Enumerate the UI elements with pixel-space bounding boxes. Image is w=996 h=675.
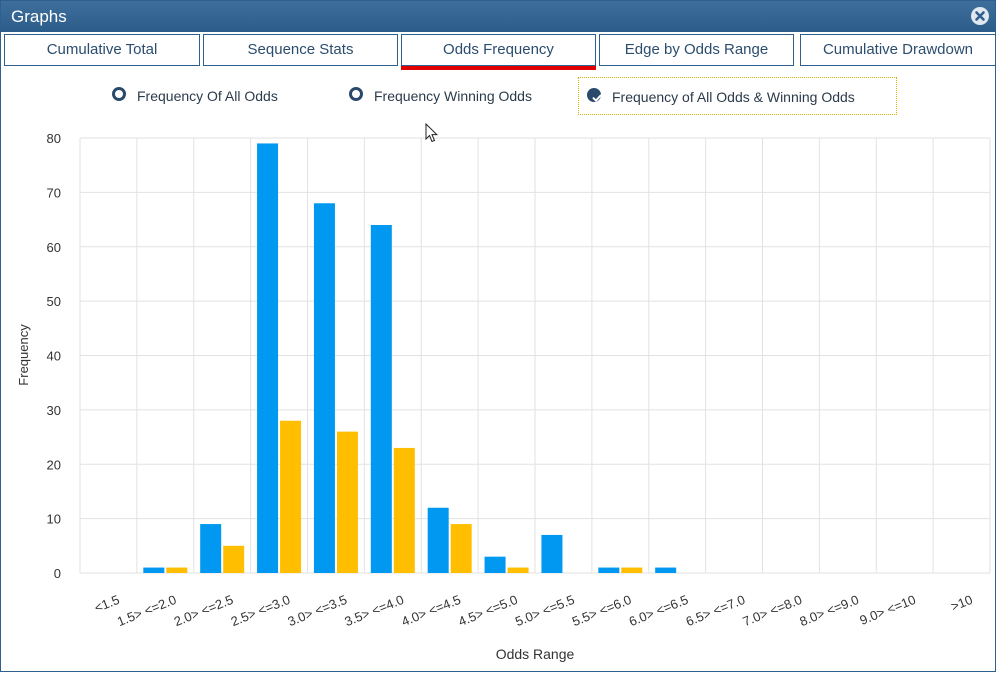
bar-series2[interactable] xyxy=(450,524,472,573)
bar-series2[interactable] xyxy=(621,567,643,573)
bar-series1[interactable] xyxy=(541,534,563,573)
tab-cumulative-total[interactable]: Cumulative Total xyxy=(4,34,200,66)
y-tick-label: 0 xyxy=(54,566,61,581)
x-tick-label: 4.5> <=5.0 xyxy=(456,592,520,629)
y-tick-label: 30 xyxy=(47,403,61,418)
x-tick-label: 2.5> <=3.0 xyxy=(229,592,293,629)
x-tick-label: 4.0> <=4.5 xyxy=(399,592,463,629)
odds-frequency-chart: 0 10 20 30 40 50 60 70 80 <1.51.5> <=2.02.0> <=2… xyxy=(16,131,991,662)
check-icon[interactable] xyxy=(587,88,602,102)
bar-series1[interactable] xyxy=(370,225,392,573)
mouse-pointer-icon xyxy=(425,123,439,143)
bar-series2[interactable] xyxy=(507,567,529,573)
option-label: Frequency Of All Odds xyxy=(137,88,278,104)
bar-series1[interactable] xyxy=(598,567,620,573)
bar-series1[interactable] xyxy=(427,507,449,573)
option-frequency-all-odds[interactable]: Frequency Of All Odds xyxy=(105,77,305,115)
y-tick-label: 20 xyxy=(47,457,61,472)
radio-icon[interactable] xyxy=(349,87,363,101)
x-tick-label: 3.5> <=4.0 xyxy=(342,592,406,629)
x-tick-label: 5.0> <=5.5 xyxy=(513,592,577,629)
x-tick-label: 5.5> <=6.0 xyxy=(570,592,634,629)
bar-series1[interactable] xyxy=(313,203,335,573)
bar-series1[interactable] xyxy=(484,556,506,573)
y-tick-label: 50 xyxy=(47,294,61,309)
bar-series2[interactable] xyxy=(166,567,188,573)
x-tick-label: 3.0> <=3.5 xyxy=(285,592,349,629)
x-tick-label: 1.5> <=2.0 xyxy=(115,592,179,629)
option-frequency-winning-odds[interactable]: Frequency Winning Odds xyxy=(342,77,562,115)
x-tick-label: 7.0> <=8.0 xyxy=(740,592,804,629)
close-icon[interactable] xyxy=(971,7,989,25)
x-tick-label: 6.0> <=6.5 xyxy=(627,592,691,629)
x-tick-label: 8.0> <=9.0 xyxy=(797,592,861,629)
radio-icon[interactable] xyxy=(112,87,126,101)
bar-series2[interactable] xyxy=(336,431,358,573)
x-tick-label: 6.5> <=7.0 xyxy=(684,592,748,629)
y-tick-label: 40 xyxy=(47,349,61,364)
option-label: Frequency of All Odds & Winning Odds xyxy=(612,89,855,105)
x-tick-label: 9.0> <=10 xyxy=(858,592,918,628)
option-label: Frequency Winning Odds xyxy=(374,88,532,104)
x-axis-label: Odds Range xyxy=(496,646,575,662)
bar-series2[interactable] xyxy=(280,420,302,573)
bar-series1[interactable] xyxy=(143,567,165,573)
option-frequency-all-and-winning[interactable]: Frequency of All Odds & Winning Odds xyxy=(578,77,897,115)
x-tick-label: <1.5 xyxy=(92,592,121,616)
bar-series1[interactable] xyxy=(655,567,677,573)
bar-series1[interactable] xyxy=(257,143,279,573)
y-tick-label: 70 xyxy=(47,185,61,200)
x-axis-ticks: <1.51.5> <=2.02.0> <=2.52.5> <=3.03.0> <… xyxy=(92,592,975,629)
y-axis-ticks: 0 10 20 30 40 50 60 70 80 xyxy=(47,131,61,581)
x-tick-label: >10 xyxy=(949,592,975,614)
y-tick-label: 60 xyxy=(47,240,61,255)
y-tick-label: 10 xyxy=(47,512,61,527)
title-bar: Graphs xyxy=(1,1,995,32)
tab-sequence-stats[interactable]: Sequence Stats xyxy=(203,34,398,66)
tab-bar: Cumulative Total Sequence Stats Odds Fre… xyxy=(1,34,996,70)
x-tick-label: 2.0> <=2.5 xyxy=(172,592,236,629)
chart-grid xyxy=(79,137,991,574)
bar-series2[interactable] xyxy=(223,545,245,573)
tab-odds-frequency[interactable]: Odds Frequency xyxy=(401,34,596,70)
chart-options: Frequency Of All Odds Frequency Winning … xyxy=(1,77,996,117)
tab-edge-by-odds-range[interactable]: Edge by Odds Range xyxy=(599,34,794,66)
y-tick-label: 80 xyxy=(47,131,61,146)
bar-series1[interactable] xyxy=(200,524,222,573)
y-axis-label: Frequency xyxy=(16,324,31,386)
bar-series2[interactable] xyxy=(393,447,415,573)
tab-cumulative-drawdown[interactable]: Cumulative Drawdown xyxy=(800,34,996,66)
window-title: Graphs xyxy=(11,7,67,26)
chart-bars xyxy=(143,143,677,573)
